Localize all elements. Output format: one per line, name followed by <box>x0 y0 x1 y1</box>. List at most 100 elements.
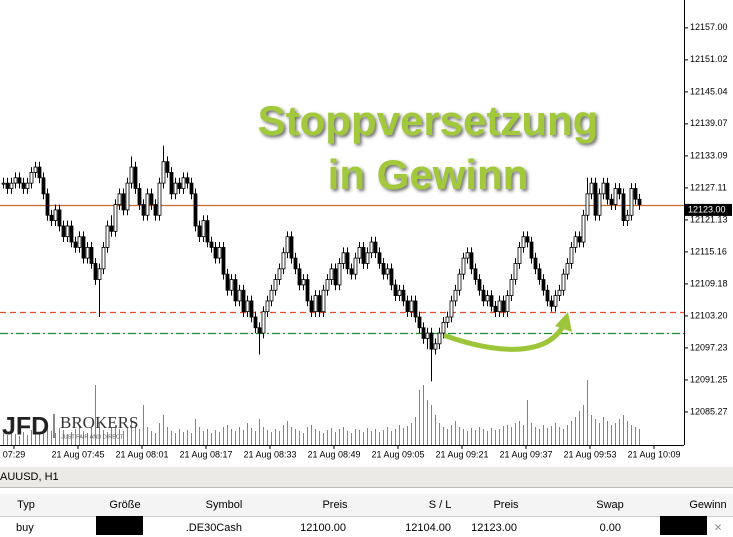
candle-body <box>545 289 550 302</box>
candle-body <box>237 289 242 302</box>
candle-body <box>573 236 578 248</box>
candle-body <box>9 182 14 189</box>
tab-label[interactable]: AUUSD, H1 <box>0 471 59 483</box>
candle-body <box>297 268 302 286</box>
candle-body <box>389 268 394 286</box>
candle-body <box>137 188 142 205</box>
candle-body <box>181 177 186 189</box>
candle-body <box>381 263 386 275</box>
candle-body <box>597 193 602 216</box>
candle-body <box>333 268 338 286</box>
candle-body <box>565 263 570 275</box>
col-header[interactable]: Größe <box>109 499 140 511</box>
candle-body <box>305 279 310 302</box>
candle-body <box>57 209 62 227</box>
candle-body <box>165 161 170 173</box>
candle-body <box>337 263 342 286</box>
candle-body <box>601 182 606 195</box>
candle-body <box>1 182 6 185</box>
candle-body <box>257 327 262 334</box>
candle-body <box>437 332 442 345</box>
x-tick-label: 21 Aug 09:05 <box>371 449 424 459</box>
candle-body <box>517 247 522 264</box>
y-tick-label: 12109.18 <box>690 278 728 288</box>
candle-body <box>637 198 642 205</box>
candle-body <box>169 172 174 195</box>
y-tick-label: 12151.02 <box>690 54 728 64</box>
candle-body <box>73 241 78 248</box>
candle-body <box>557 289 562 296</box>
candle-body <box>45 193 50 216</box>
candle-body <box>409 300 414 313</box>
candle-body <box>509 279 514 296</box>
col-header[interactable]: Swap <box>596 499 624 511</box>
candle-body <box>345 252 350 270</box>
x-tick-label: 21 Aug 08:01 <box>115 449 168 459</box>
candle-body <box>205 220 210 243</box>
candle-body <box>17 177 22 184</box>
candle-body <box>141 204 146 216</box>
candle-body <box>453 289 458 302</box>
candle-body <box>465 252 470 259</box>
candle-body <box>261 311 266 334</box>
candle-body <box>229 279 234 291</box>
candle-body <box>241 289 246 313</box>
candle-body <box>613 188 618 205</box>
candle-body <box>5 182 10 189</box>
candle-body <box>605 182 610 200</box>
close-button[interactable]: × <box>714 519 722 534</box>
candle-body <box>93 263 98 280</box>
candle-body <box>365 252 370 264</box>
col-header[interactable]: Typ <box>17 499 35 511</box>
candle-body <box>485 295 490 302</box>
x-tick-label: 07:29 <box>3 449 26 459</box>
y-tick-label: 12091.25 <box>690 374 728 384</box>
candle-body <box>245 300 250 313</box>
candle-body <box>341 252 346 264</box>
logo: JFD BROKERS JUST FAIR AND DIRECT <box>2 413 138 441</box>
candle-body <box>309 300 314 313</box>
col-header[interactable]: Preis <box>322 499 348 511</box>
candle-body <box>41 177 46 195</box>
candle-body <box>537 268 542 280</box>
candle-body <box>177 182 182 189</box>
candle-body <box>361 247 366 264</box>
candle-body <box>525 236 530 243</box>
candle-body <box>277 268 282 280</box>
candle-body <box>173 182 178 195</box>
candle-body <box>81 236 86 259</box>
candle-body <box>49 214 54 222</box>
cell-price: 12100.00 <box>300 522 346 534</box>
col-header[interactable]: Symbol <box>206 499 243 511</box>
candle-body <box>109 225 114 232</box>
y-tick-label: 12085.27 <box>690 406 728 416</box>
candle-body <box>321 289 326 313</box>
candle-body <box>461 257 466 275</box>
candle-body <box>585 193 590 216</box>
y-tick-label: 12133.09 <box>690 150 728 160</box>
candle-body <box>421 327 426 339</box>
candle-body <box>113 204 118 232</box>
candle-body <box>317 295 322 313</box>
col-header[interactable]: Gewinn <box>689 499 726 511</box>
candle-body <box>313 295 318 313</box>
candle-body <box>477 279 482 291</box>
candle-body <box>553 295 558 307</box>
candle-body <box>285 236 290 254</box>
candle-body <box>621 193 626 222</box>
candle-body <box>145 193 150 216</box>
candle-body <box>225 273 230 291</box>
candle-body <box>369 241 374 254</box>
candle-body <box>53 209 58 222</box>
table-header-bg <box>0 494 733 516</box>
y-tick-label: 12115.16 <box>690 246 727 256</box>
candle-body <box>209 241 214 248</box>
candle-body <box>13 177 18 184</box>
candle-body <box>425 332 430 339</box>
col-header[interactable]: Preis <box>493 499 519 511</box>
col-header[interactable]: S / L <box>429 499 452 511</box>
candle-body <box>533 257 538 270</box>
candle-body <box>273 279 278 291</box>
candle-body <box>61 225 66 238</box>
